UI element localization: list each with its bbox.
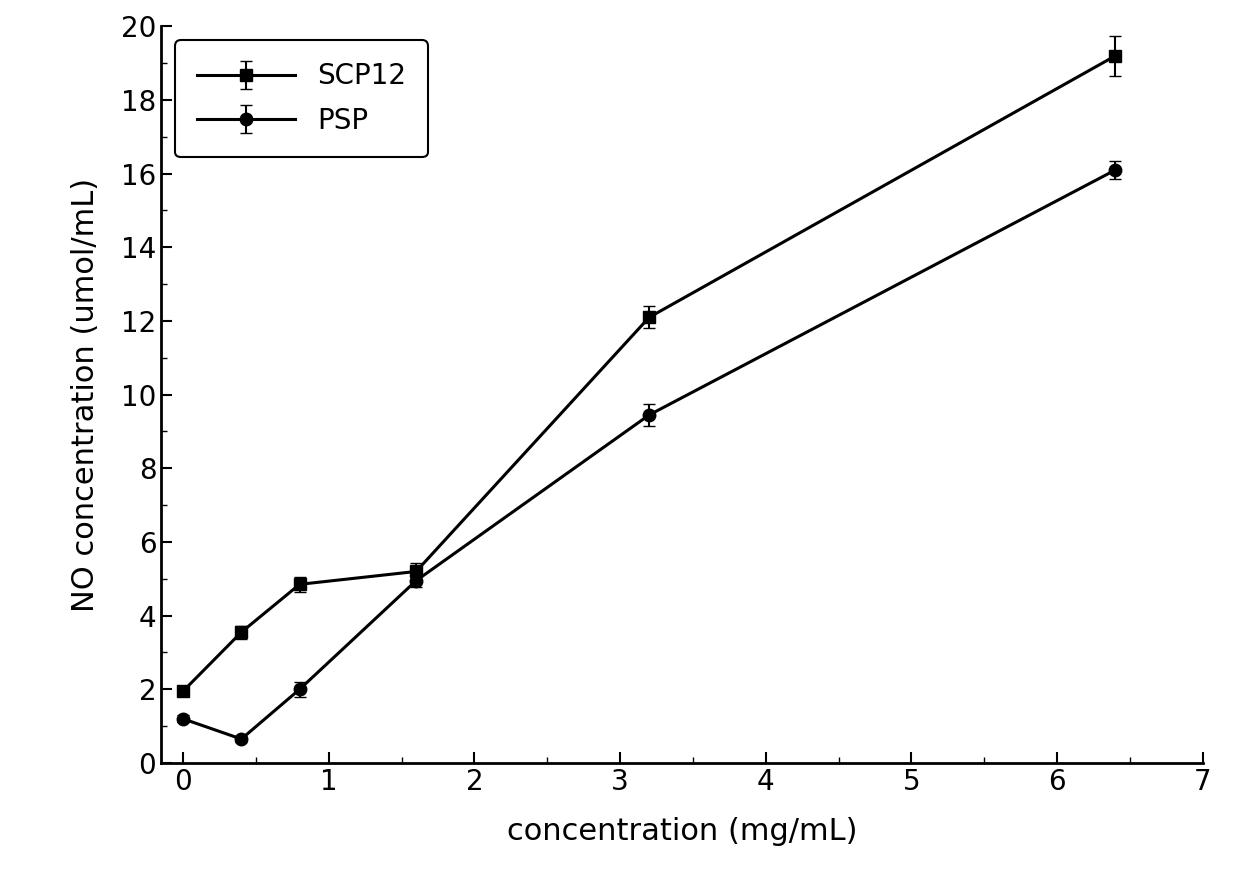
Y-axis label: NO concentration (umol/mL): NO concentration (umol/mL) <box>71 177 100 612</box>
Legend: SCP12, PSP: SCP12, PSP <box>175 40 428 157</box>
X-axis label: concentration (mg/mL): concentration (mg/mL) <box>507 816 857 845</box>
